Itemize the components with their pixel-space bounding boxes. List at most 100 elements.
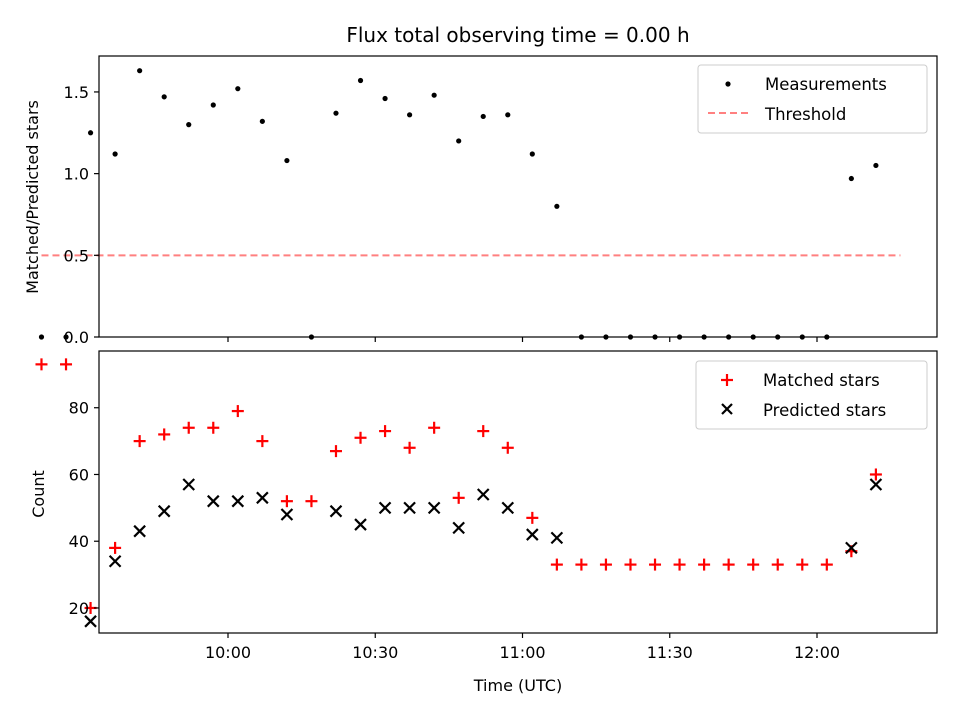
predicted-star-point (256, 491, 269, 505)
matched-star-point (305, 495, 318, 508)
matched-star-point (379, 425, 392, 438)
matched-star-point (820, 558, 833, 571)
matched-star-point (109, 541, 122, 554)
matched-star-point (649, 558, 662, 571)
measurement-point (259, 118, 265, 124)
matched-star-point (403, 441, 416, 454)
measurement-point (529, 151, 535, 157)
matched-star-point (329, 445, 342, 458)
legend-threshold-label: Threshold (764, 105, 846, 124)
measurement-point (456, 138, 462, 144)
top-chart-title: Flux total observing time = 0.00 h (346, 23, 689, 47)
bottom-legend: Matched stars Predicted stars (695, 360, 928, 430)
matched-star-point (673, 558, 686, 571)
predicted-star-point (206, 494, 220, 508)
predicted-star-point (550, 531, 564, 545)
matched-star-point (722, 558, 735, 571)
matched-star-point (747, 558, 760, 571)
legend-measurements-marker (725, 81, 731, 87)
top-legend-box (697, 64, 928, 134)
measurement-point (480, 113, 486, 120)
legend-predicted-label: Predicted stars (763, 401, 886, 420)
measurement-point (161, 94, 167, 100)
top-legend: Measurements Threshold (697, 64, 928, 134)
measurement-point (186, 122, 192, 128)
matched-star-point (501, 441, 514, 454)
bottom-y-tick-label: 60 (69, 465, 89, 484)
predicted-star-point (378, 501, 392, 515)
bottom-y-axis-label: Count (29, 470, 48, 518)
predicted-star-point (182, 478, 196, 491)
measurement-point (38, 334, 45, 340)
measurement-point (87, 130, 94, 136)
predicted-star-point (108, 554, 122, 568)
bottom-x-tick-label: 12:00 (794, 643, 840, 662)
matched-star-point (869, 468, 882, 481)
matched-star-point (280, 495, 293, 508)
measurement-point (554, 203, 560, 209)
matched-star-point (599, 558, 612, 571)
matched-star-point (796, 558, 809, 571)
top-y-tick-label: 1.5 (64, 83, 89, 102)
predicted-star-point (427, 501, 441, 515)
predicted-star-point (476, 488, 490, 501)
bottom-plot-frame (98, 350, 938, 634)
matched-star-point (207, 421, 220, 434)
predicted-star-point (84, 615, 97, 628)
measurement-point (284, 157, 290, 164)
measurement-point (210, 102, 216, 108)
predicted-star-point (157, 504, 171, 518)
top-plot-frame (98, 55, 938, 338)
legend-predicted-marker (721, 403, 733, 415)
measurement-point (333, 110, 339, 116)
legend-measurements-label: Measurements (765, 75, 887, 94)
matched-star-point (158, 428, 171, 441)
matched-star-point (550, 558, 563, 571)
predicted-star-point (869, 478, 883, 491)
top-y-axis-label: Matched/Predicted stars (23, 100, 42, 294)
bottom-legend-box (695, 360, 928, 430)
matched-star-point (60, 358, 73, 371)
matched-star-point (354, 431, 367, 444)
measurement-point (235, 86, 241, 92)
bottom-y-tick-label: 40 (69, 532, 89, 551)
predicted-star-point (501, 501, 515, 515)
measurement-point (505, 112, 511, 118)
matched-star-point (698, 558, 711, 571)
bottom-x-tick-label: 10:00 (205, 643, 251, 662)
predicted-star-point (280, 508, 294, 521)
predicted-star-point (845, 541, 858, 555)
matched-star-point (575, 558, 588, 571)
predicted-star-point (329, 504, 343, 518)
predicted-star-point (403, 501, 416, 515)
bottom-x-tick-label: 10:30 (352, 643, 398, 662)
matched-star-point (452, 491, 465, 504)
matched-star-point (428, 421, 441, 434)
matched-star-point (182, 421, 195, 434)
top-plot-area: 0.0 0.5 1.0 1.5 (38, 68, 901, 347)
bottom-y-tick-label: 80 (69, 399, 89, 418)
top-y-tick-label: 0.0 (64, 328, 89, 347)
legend-matched-marker (721, 374, 733, 386)
matched-star-point (624, 558, 637, 571)
measurement-point (382, 95, 388, 102)
top-y-tick-label: 0.5 (64, 246, 89, 265)
predicted-star-point (354, 518, 367, 531)
matched-star-point (256, 435, 269, 448)
bottom-x-tick-label: 11:00 (499, 643, 545, 662)
matched-star-point (771, 558, 784, 571)
bottom-x-axis-label: Time (UTC) (473, 676, 562, 695)
predicted-star-point (452, 521, 465, 535)
bottom-plot-area: 20 40 60 80 10:00 10:30 11:00 11:30 12:00 (35, 358, 883, 662)
bottom-y-tick-label: 20 (69, 599, 89, 618)
measurement-point (407, 112, 413, 118)
measurement-point (63, 334, 69, 340)
matched-star-point (231, 405, 244, 418)
matched-star-point (35, 358, 48, 371)
predicted-star-point (231, 494, 245, 508)
measurement-point (431, 92, 437, 98)
bottom-x-tick-label: 11:30 (647, 643, 693, 662)
measurement-point (112, 151, 118, 157)
matched-star-point (133, 435, 146, 448)
